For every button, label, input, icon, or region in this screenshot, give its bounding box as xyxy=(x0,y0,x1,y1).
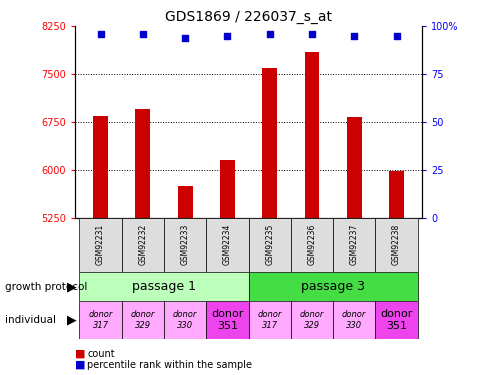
Text: GSM92231: GSM92231 xyxy=(96,224,105,265)
Text: passage 1: passage 1 xyxy=(132,280,196,293)
Text: GSM92232: GSM92232 xyxy=(138,224,147,265)
FancyBboxPatch shape xyxy=(121,217,164,272)
FancyBboxPatch shape xyxy=(79,301,121,339)
FancyBboxPatch shape xyxy=(121,301,164,339)
Bar xyxy=(388,171,403,217)
FancyBboxPatch shape xyxy=(290,217,333,272)
FancyBboxPatch shape xyxy=(164,217,206,272)
FancyBboxPatch shape xyxy=(375,217,417,272)
Point xyxy=(392,33,400,39)
Text: count: count xyxy=(87,349,115,358)
Text: donor
329: donor 329 xyxy=(299,310,323,330)
Point xyxy=(265,31,273,37)
Text: GSM92235: GSM92235 xyxy=(265,224,273,266)
Text: ■: ■ xyxy=(75,349,86,358)
Bar xyxy=(220,160,234,218)
Bar xyxy=(135,109,150,217)
FancyBboxPatch shape xyxy=(79,272,248,301)
Text: ▶: ▶ xyxy=(67,280,76,293)
FancyBboxPatch shape xyxy=(333,217,375,272)
Bar xyxy=(304,52,319,217)
Text: donor
351: donor 351 xyxy=(211,309,243,331)
Text: donor
317: donor 317 xyxy=(257,310,281,330)
FancyBboxPatch shape xyxy=(206,301,248,339)
Bar xyxy=(93,116,108,218)
Text: percentile rank within the sample: percentile rank within the sample xyxy=(87,360,252,370)
Text: GSM92236: GSM92236 xyxy=(307,224,316,266)
Text: ▶: ▶ xyxy=(67,314,76,326)
Point xyxy=(139,31,147,37)
Point xyxy=(181,35,189,41)
Point xyxy=(96,31,104,37)
Text: passage 3: passage 3 xyxy=(301,280,364,293)
Bar xyxy=(262,68,276,218)
Bar xyxy=(346,117,361,218)
Point xyxy=(349,33,357,39)
Text: donor
330: donor 330 xyxy=(173,310,197,330)
Text: GSM92238: GSM92238 xyxy=(391,224,400,265)
Text: donor
351: donor 351 xyxy=(379,309,412,331)
Title: GDS1869 / 226037_s_at: GDS1869 / 226037_s_at xyxy=(165,10,332,24)
Text: donor
330: donor 330 xyxy=(341,310,366,330)
FancyBboxPatch shape xyxy=(248,272,417,301)
FancyBboxPatch shape xyxy=(375,301,417,339)
Bar xyxy=(177,186,192,218)
FancyBboxPatch shape xyxy=(290,301,333,339)
FancyBboxPatch shape xyxy=(333,301,375,339)
Text: growth protocol: growth protocol xyxy=(5,282,87,291)
Text: ■: ■ xyxy=(75,360,86,370)
FancyBboxPatch shape xyxy=(79,217,121,272)
Point xyxy=(223,33,231,39)
Text: GSM92237: GSM92237 xyxy=(349,224,358,266)
Text: individual: individual xyxy=(5,315,56,325)
FancyBboxPatch shape xyxy=(248,217,290,272)
Text: donor
317: donor 317 xyxy=(88,310,112,330)
Text: GSM92233: GSM92233 xyxy=(180,224,189,266)
FancyBboxPatch shape xyxy=(206,217,248,272)
FancyBboxPatch shape xyxy=(164,301,206,339)
FancyBboxPatch shape xyxy=(248,301,290,339)
Point xyxy=(307,31,315,37)
Text: donor
329: donor 329 xyxy=(130,310,155,330)
Text: GSM92234: GSM92234 xyxy=(223,224,231,266)
